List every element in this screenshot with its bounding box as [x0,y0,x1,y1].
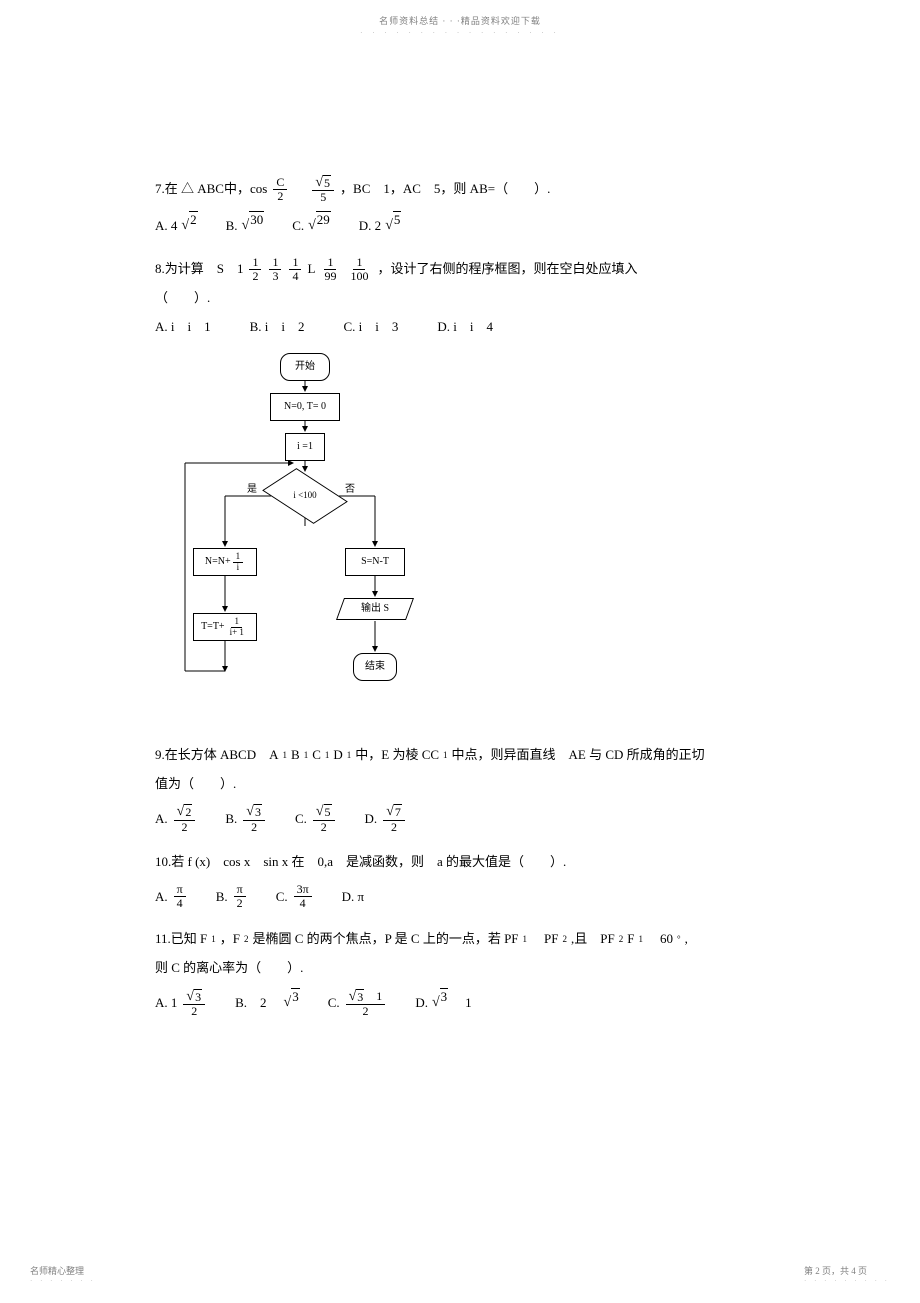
footer-right-dots: · · · · · · · · · [804,1277,890,1285]
q8-L: L [307,255,315,284]
sqrt-icon: 3 [432,988,448,1019]
q11-f: F [627,925,634,954]
header-text: 名师资料总结 · · ·精品资料欢迎下载 [0,14,920,27]
q9-c: C [312,741,321,770]
q9-b: B [291,741,300,770]
q11-optD: D.3 1 [415,988,471,1019]
q8-f5: 1100 [347,256,371,283]
q8-prefix: 8.为计算 S 1 [155,255,243,284]
flow-end: 结束 [353,653,397,681]
q11-options: A. 132 B. 2 3 C.3 12 D.3 1 [155,988,775,1019]
q7-options: A. 42 B.30 C.29 D. 25 [155,211,775,242]
q11-a: 11.已知 F [155,925,207,954]
flow-no: 否 [345,479,355,501]
footer-left-dots: · · · · · · · [30,1277,96,1285]
q7-frac2: 5 5 [312,175,334,205]
flow-nbox: N=N+ 1i [193,548,257,576]
question-7: 7.在 △ ABC中，cos C 2 5 5 ，BC 1，AC 5，则 AB=（… [155,175,775,241]
q7-prefix: 7.在 △ ABC中，cos [155,175,267,204]
q9-optD: D.72 [365,804,407,834]
header-dots: · · · · · · · · · · · · · · · · · [0,29,920,37]
sqrt-icon: 30 [242,211,265,242]
q10-optA: A.π4 [155,883,188,912]
flow-start: 开始 [280,353,330,381]
q9-optC: C.52 [295,804,337,834]
sqrt-icon: 3 [186,989,202,1004]
sqrt-icon: 2 [177,804,193,819]
sqrt-icon: 3 [284,988,300,1019]
content-area: 7.在 △ ABC中，cos C 2 5 5 ，BC 1，AC 5，则 AB=（… [155,175,775,1033]
q11-optB: B. 2 3 [235,988,300,1019]
page-header: 名师资料总结 · · ·精品资料欢迎下载 · · · · · · · · · ·… [0,14,920,37]
flow-cond: i <100 [275,473,335,518]
flow-tbox: T=T+ 1i+ 1 [193,613,257,641]
q11-d: PF [531,925,558,954]
q10-optC: C.3π4 [276,883,314,912]
question-11: 11.已知 F1 ，F2 是椭圆 C 的两个焦点，P 是 C 上的一点，若 PF… [155,925,775,1019]
sqrt-icon: 7 [386,804,402,819]
q9-line2: 值为（ ）. [155,770,775,799]
sqrt-icon: 3 [246,804,262,819]
flow-snt: S=N-T [345,548,405,576]
q9-optA: A.22 [155,804,197,834]
q11-line2: 则 C 的离心率为（ ）. [155,954,775,983]
q7-optB: B.30 [226,211,265,242]
q9-a: 9.在长方体 ABCD A [155,741,279,770]
q8-f3: 14 [289,256,301,283]
sqrt-icon: 5 [316,804,332,819]
q11-g: 60 [647,925,673,954]
degree-icon: ° [677,930,681,950]
q8-f1: 12 [249,256,261,283]
q10-optD: D. π [342,883,364,912]
q11-optA: A. 132 [155,989,207,1019]
flow-yes: 是 [247,479,257,501]
q8-f4: 199 [321,256,339,283]
q11-optC: C.3 12 [328,989,388,1019]
flow-i1: i =1 [285,433,325,461]
sqrt-icon: 5 [385,211,401,242]
q7-eq [293,175,306,204]
q10-line: 10.若 f (x) cos x sin x 在 0,a 是减函数，则 a 的最… [155,848,775,877]
sqrt-icon: 2 [181,211,197,242]
q10-options: A.π4 B.π2 C.3π4 D. π [155,883,775,912]
q9-options: A.22 B.32 C.52 D.72 [155,804,775,834]
flow-output: 输出 S [336,598,414,620]
q11-comma: , [685,925,688,954]
footer-left: 名师精心整理 · · · · · · · [30,1264,96,1285]
q8-line2: （ ）. [155,284,775,313]
q9-f: 中点，则异面直线 AE 与 CD 所成角的正切 [452,741,705,770]
q8-f2: 13 [269,256,281,283]
q7-optA: A. 42 [155,211,198,242]
question-9: 9.在长方体 ABCD A1 B1 C1 D1 中，E 为棱 CC1 中点，则异… [155,741,775,834]
sqrt-icon: 5 [315,175,331,190]
q9-e: 中，E 为棱 CC [355,741,439,770]
q7-frac1: C 2 [273,176,287,203]
sqrt-icon: 29 [308,211,331,242]
q11-b: ，F [220,925,240,954]
flowchart: 开始 N=0, T= 0 i =1 i <100 是 否 N=N+ 1i T=T… [175,351,455,731]
footer-right: 第 2 页，共 4 页 · · · · · · · · · [804,1264,890,1285]
question-8: 8.为计算 S 1 12 13 14 L 199 1100 ，设计了右侧的程序框… [155,255,775,341]
q8-suffix: ，设计了右侧的程序框图，则在空白处应填入 [377,255,637,284]
q7-optC: C.29 [292,211,331,242]
q9-optB: B.32 [225,804,267,834]
question-10: 10.若 f (x) cos x sin x 在 0,a 是减函数，则 a 的最… [155,848,775,911]
sqrt-icon: 3 [349,989,365,1004]
q11-e: ,且 PF [571,925,615,954]
q7-optD: D. 25 [359,211,402,242]
q10-optB: B.π2 [216,883,248,912]
q9-d: D [333,741,342,770]
q11-c: 是椭圆 C 的两个焦点，P 是 C 上的一点，若 PF [252,925,518,954]
q7-mid: ，BC 1，AC 5，则 AB=（ ）. [340,175,550,204]
footer-right-text: 第 2 页，共 4 页 [804,1264,890,1277]
footer-left-text: 名师精心整理 [30,1264,96,1277]
q8-opts: A. i i 1 B. i i 2 C. i i 3 D. i i 4 [155,313,775,342]
flow-init: N=0, T= 0 [270,393,340,421]
